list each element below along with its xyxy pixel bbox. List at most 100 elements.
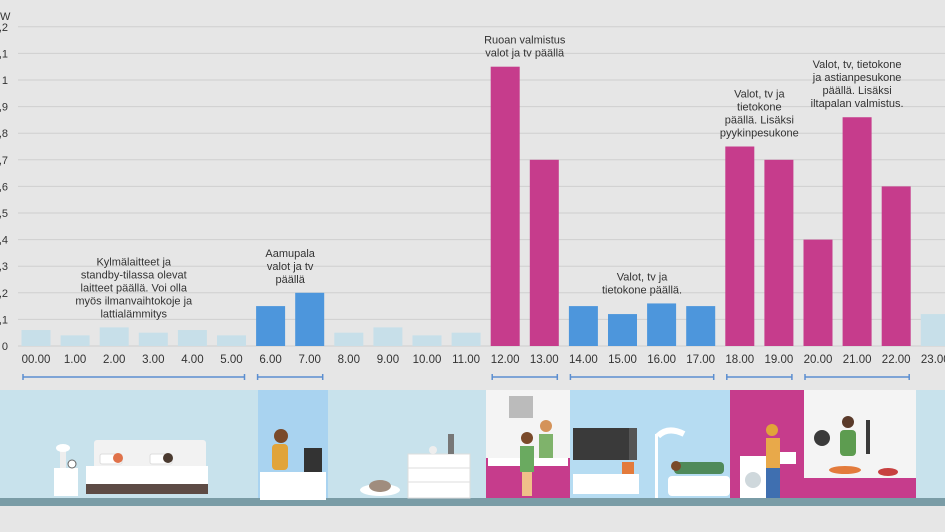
time-brackets	[22, 374, 910, 380]
annotation-line: päällä. Lisäksi	[823, 85, 892, 97]
annotation-line: Ruoan valmistus	[484, 35, 566, 47]
annotation-line: lattialämmitys	[100, 308, 167, 320]
annotation-line: valot ja tv	[267, 261, 314, 273]
x-tick-label: 6.00	[259, 354, 281, 366]
annotation-line: päällä. Lisäksi	[725, 115, 794, 127]
x-tick-label: 10.00	[413, 354, 442, 366]
cooking-people-icon	[488, 396, 568, 496]
time-bracket	[726, 374, 793, 380]
x-axis-ticks: 00.00 1.00 2.00 3.00 4.00 5.00 6.00 7.00 8.00 9.0…	[22, 354, 945, 366]
y-axis-unit-label: W	[0, 11, 11, 23]
breakfast-person-icon	[260, 429, 326, 500]
tv-icon	[573, 428, 639, 494]
y-tick-label: 0	[2, 341, 8, 353]
floor-line	[0, 498, 945, 506]
x-tick-label: 13.00	[530, 354, 559, 366]
x-tick-label: 1.00	[64, 354, 86, 366]
annotation-line: päällä	[275, 274, 305, 286]
x-tick-label: 21.00	[843, 354, 872, 366]
x-tick-label: 00.00	[22, 354, 51, 366]
annotation-text: Ruoan valmistus valot ja tv päällä	[484, 35, 566, 60]
bar	[60, 335, 90, 346]
x-tick-label: 7.00	[299, 354, 321, 366]
bar	[725, 146, 755, 346]
annotation-text: Valot, tv ja tietokone päällä.	[602, 271, 682, 296]
annotation-text: Aamupala valot ja tv päällä	[265, 248, 315, 286]
annotation-line: myös ilmanvaihtokoje ja	[75, 295, 193, 307]
bar	[568, 306, 598, 346]
x-tick-label: 15.00	[608, 354, 637, 366]
y-axis-ticks: 0 0,1 0,2 0,3 0,4 0,5 0,6 0,7 0,8 0,9 1 1,1 1,2	[0, 22, 8, 353]
y-tick-label: 0,1	[0, 314, 8, 326]
dresser-icon	[407, 434, 471, 499]
bar	[686, 306, 716, 346]
bar	[412, 335, 442, 346]
y-tick-label: 0,6	[0, 181, 8, 193]
x-tick-label: 23.00	[921, 354, 945, 366]
dinner-cook-icon	[814, 416, 898, 476]
bar	[295, 292, 325, 346]
bed-icon	[86, 440, 208, 494]
y-tick-label: 0,5	[0, 208, 8, 220]
time-bracket	[804, 374, 910, 380]
y-tick-label: 0,8	[0, 128, 8, 140]
y-tick-label: 0,3	[0, 261, 8, 273]
x-tick-label: 4.00	[181, 354, 203, 366]
laundry-person-icon	[740, 424, 796, 498]
bar	[764, 159, 794, 346]
time-bracket	[22, 374, 246, 380]
annotation-line: Valot, tv ja	[734, 89, 785, 101]
x-tick-label: 19.00	[765, 354, 794, 366]
x-tick-label: 16.00	[647, 354, 676, 366]
x-tick-label: 2.00	[103, 354, 125, 366]
bar	[608, 314, 637, 346]
sofa-person-icon	[668, 461, 730, 496]
x-tick-label: 5.00	[220, 354, 242, 366]
x-tick-label: 20.00	[804, 354, 833, 366]
bar	[529, 159, 559, 346]
bar	[490, 66, 520, 346]
bar	[451, 332, 481, 346]
bar	[803, 239, 833, 346]
bars	[21, 66, 945, 347]
y-tick-label: 0,7	[0, 155, 8, 167]
time-bracket	[491, 374, 559, 380]
bar	[647, 303, 677, 346]
x-tick-label: 22.00	[882, 354, 911, 366]
bar	[334, 332, 364, 346]
annotation-text: Valot, tv ja tietokone päällä. Lisäksi pyyk…	[720, 89, 799, 140]
bar	[217, 335, 246, 346]
y-tick-label: 1,1	[0, 48, 8, 60]
y-tick-label: 1	[2, 75, 8, 87]
dinner-counter	[804, 478, 916, 500]
bar	[842, 117, 872, 347]
time-bracket	[569, 374, 715, 380]
x-tick-label: 17.00	[686, 354, 715, 366]
y-tick-label: 0,4	[0, 235, 8, 247]
annotation-line: Valot, tv, tietokone	[813, 59, 902, 71]
y-tick-label: 1,2	[0, 22, 8, 34]
annotation-line: pyykinpesukone	[720, 128, 799, 140]
bar	[373, 327, 403, 346]
floor-lamp-icon	[655, 427, 686, 498]
annotation-text: Valot, tv, tietokone ja astianpesukone pää…	[811, 59, 904, 110]
y-tick-label: 0,2	[0, 288, 8, 300]
grid-lines	[18, 26, 945, 347]
bar	[920, 314, 945, 346]
annotation-line: valot ja tv päällä	[485, 48, 565, 60]
annotation-line: laitteet päällä. Voi olla	[81, 282, 188, 294]
bar	[256, 306, 286, 346]
y-tick-label: 0,9	[0, 102, 8, 114]
annotation-line: Kylmälaitteet ja	[96, 256, 171, 268]
annotation-line: tietokone	[737, 102, 782, 114]
x-tick-label: 9.00	[377, 354, 399, 366]
x-tick-label: 8.00	[338, 354, 360, 366]
annotations: Kylmälaitteet ja standby-tilassa olevat la…	[75, 35, 903, 321]
cat-icon	[360, 480, 400, 496]
nightstand-icon	[54, 444, 78, 496]
annotation-text: Kylmälaitteet ja standby-tilassa olevat la…	[75, 256, 193, 320]
bar	[138, 332, 168, 346]
annotation-line: Valot, tv ja	[617, 271, 668, 283]
late-panel	[916, 390, 945, 500]
annotation-line: tietokone päällä.	[602, 284, 682, 296]
